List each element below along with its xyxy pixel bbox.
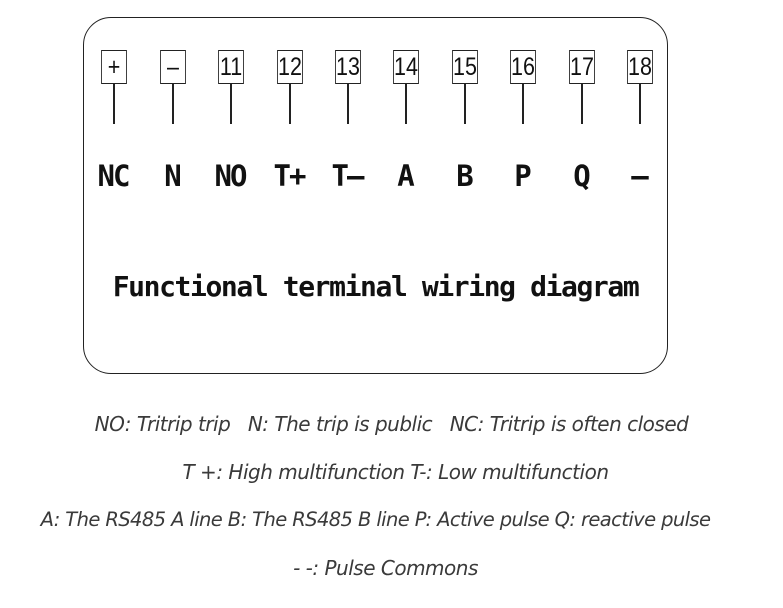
terminal-label: T– [331, 159, 365, 193]
legend-line: T +: High multifunction T-: Low multifun… [182, 460, 609, 484]
terminal-label: B [456, 159, 473, 193]
terminal-wire [464, 84, 466, 124]
legend-line: NO: Tritrip trip N: The trip is public N… [94, 412, 689, 436]
terminal-wire [230, 84, 232, 124]
terminal-number: 11 [218, 50, 244, 84]
terminal-number: 14 [393, 50, 419, 84]
terminal-number: – [160, 50, 186, 84]
terminal-label: NC [97, 159, 131, 193]
terminal-panel [83, 17, 668, 374]
terminal-label: NO [214, 159, 248, 193]
terminal-number: 17 [569, 50, 595, 84]
terminal-label: N [164, 159, 181, 193]
terminal: 16 P [493, 50, 551, 192]
terminal-wire [639, 84, 641, 124]
terminal-number: 16 [510, 50, 536, 84]
terminal-wire [113, 84, 115, 124]
legend-line: - -: Pulse Commons [293, 556, 478, 580]
terminal-label: A [397, 159, 414, 193]
terminal-number: 12 [277, 50, 303, 84]
terminal: 12 T+ [260, 50, 318, 192]
terminal-wire [522, 84, 524, 124]
terminal: 14 A [376, 50, 434, 192]
terminal-label: T+ [273, 159, 307, 193]
terminal-wire [172, 84, 174, 124]
terminal: 18 – [610, 50, 668, 192]
terminal: 13 T– [318, 50, 376, 192]
terminal-label: – [631, 159, 648, 193]
terminal-number: 15 [452, 50, 478, 84]
terminal-wire [289, 84, 291, 124]
terminal-number: + [101, 50, 127, 84]
terminal-number: 13 [335, 50, 361, 84]
legend-line: A: The RS485 A line B: The RS485 B line … [40, 508, 711, 531]
terminal-wire [405, 84, 407, 124]
terminal-label: Q [573, 159, 590, 193]
terminal: 15 B [435, 50, 493, 192]
terminal-wire [347, 84, 349, 124]
terminal: 11 NO [201, 50, 259, 192]
terminal-label: P [514, 159, 531, 193]
terminal-number: 18 [627, 50, 653, 84]
terminal: + NC [84, 50, 142, 192]
diagram-title: Functional terminal wiring diagram [112, 270, 640, 303]
terminal: 17 Q [552, 50, 610, 192]
terminal: – N [143, 50, 201, 192]
terminal-wire [581, 84, 583, 124]
